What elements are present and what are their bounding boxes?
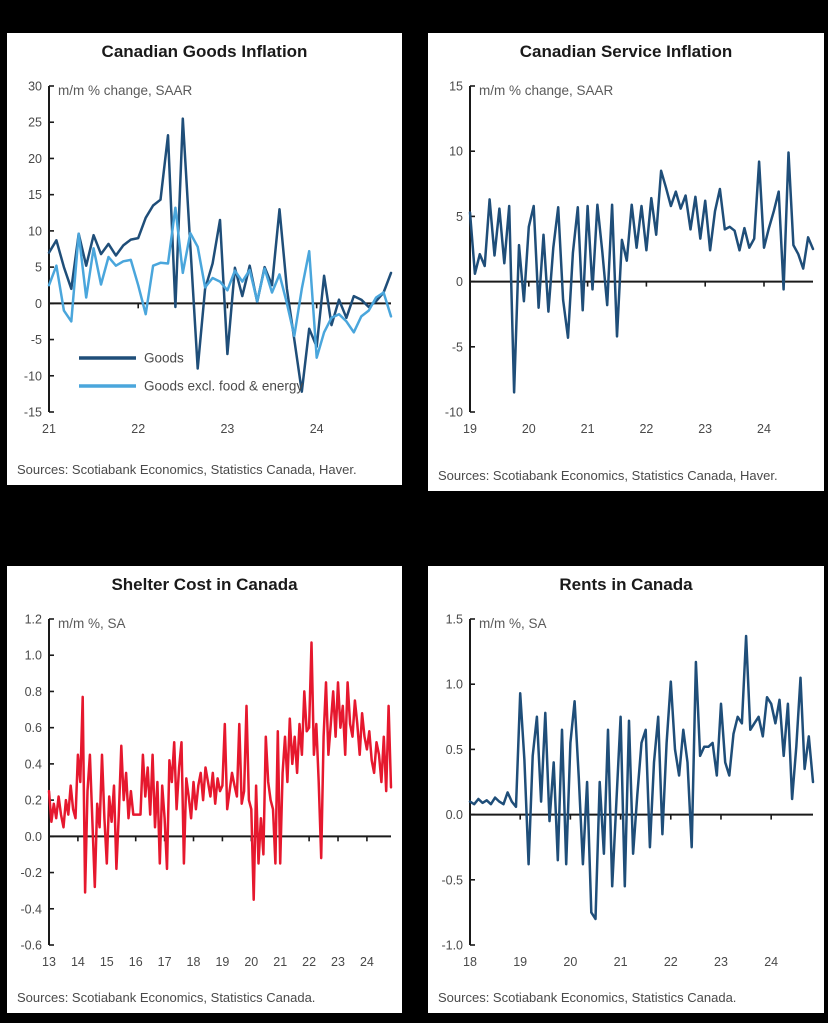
sources-note: Sources: Scotiabank Economics, Statistic… [17, 462, 357, 478]
y-tick-label: 1.0 [25, 649, 42, 663]
chart-subtitle: m/m % change, SAAR [479, 83, 614, 98]
x-tick-label: 22 [664, 955, 678, 969]
x-tick-label: 21 [42, 422, 56, 436]
y-tick-label: -5 [452, 340, 463, 354]
legend-label-1: Goods excl. food & energy [144, 379, 303, 394]
canadian-goods-inflation-chart: -15 -10 -5 0 5 10 15 20 25 30 21 22 23 24 m/m % change… [24, 80, 393, 436]
panel-canadian-service-inflation: Canadian Service Inflation -10 -5 0 5 10 15 19… [428, 33, 824, 491]
chart-subtitle: m/m %, SA [58, 616, 126, 631]
y-tick-label: 15 [28, 188, 42, 202]
y-tick-label: 0.5 [446, 743, 463, 757]
y-tick-label: -0.2 [20, 866, 42, 880]
x-tick-label: 23 [220, 422, 234, 436]
x-tick-label: 24 [310, 422, 324, 436]
x-tick-label: 21 [581, 422, 595, 436]
y-tick-label: -15 [24, 406, 42, 420]
x-tick-label: 20 [522, 422, 536, 436]
x-tick-label: 22 [131, 422, 145, 436]
y-tick-label: 0 [456, 275, 463, 289]
chart-subtitle: m/m %, SA [479, 616, 547, 631]
series-line-1 [47, 206, 393, 359]
x-tick-label: 21 [614, 955, 628, 969]
y-tick-label: 5 [456, 210, 463, 224]
x-tick-label: 17 [158, 955, 172, 969]
y-tick-label: 30 [28, 80, 42, 94]
x-tick-label: 24 [360, 955, 374, 969]
sources-note: Sources: Scotiabank Economics, Statistic… [438, 468, 778, 484]
y-tick-label: -0.6 [20, 939, 42, 953]
y-tick-label: 15 [449, 80, 463, 94]
x-tick-label: 14 [71, 955, 85, 969]
x-tick-label: 16 [129, 955, 143, 969]
y-tick-label: 1.0 [446, 678, 463, 692]
y-tick-label: -0.4 [20, 902, 42, 916]
chart-title: Shelter Cost in Canada [111, 575, 298, 594]
y-tick-label: 0.4 [25, 757, 42, 771]
x-tick-label: 23 [714, 955, 728, 969]
x-tick-label: 13 [42, 955, 56, 969]
chart-title: Canadian Service Inflation [519, 42, 733, 61]
legend-label-0: Goods [144, 351, 184, 366]
x-tick-label: 19 [215, 955, 229, 969]
y-tick-label: 1.2 [25, 613, 42, 627]
x-tick-label: 22 [302, 955, 316, 969]
rents-in-canada-chart: -1.0 -0.5 0.0 0.5 1.0 1.5 18 19 20 21 22 23 24 m/m %,… [441, 613, 815, 969]
y-tick-label: 0 [35, 297, 42, 311]
x-tick-label: 24 [757, 422, 771, 436]
sources-note: Sources: Scotiabank Economics, Statistic… [17, 990, 316, 1006]
y-tick-label: -10 [24, 369, 42, 383]
y-tick-label: 0.0 [25, 830, 42, 844]
y-tick-label: 20 [28, 152, 42, 166]
y-tick-label: 0.0 [446, 808, 463, 822]
chart-title: Rents in Canada [559, 575, 693, 594]
series-line-0 [47, 117, 393, 393]
x-tick-label: 15 [100, 955, 114, 969]
panel-rents-in-canada: Rents in Canada -1.0 -0.5 0.0 0.5 1.0 1.5 18 19… [428, 566, 824, 1013]
series-line-0 [468, 634, 815, 921]
y-tick-label: 0.6 [25, 721, 42, 735]
shelter-cost-in-canada-chart: -0.6 -0.4 -0.2 0.0 0.2 0.4 0.6 0.8 1.0 1.2 13 14 15 1… [20, 613, 393, 969]
x-tick-label: 23 [331, 955, 345, 969]
y-tick-label: -5 [31, 333, 42, 347]
series-line-0 [47, 641, 393, 901]
y-tick-label: -0.5 [441, 873, 463, 887]
x-tick-label: 20 [244, 955, 258, 969]
series-line-0 [468, 151, 815, 394]
x-tick-label: 22 [639, 422, 653, 436]
x-tick-label: 18 [463, 955, 477, 969]
y-tick-label: 5 [35, 261, 42, 275]
y-tick-label: 25 [28, 116, 42, 130]
y-tick-label: 10 [28, 224, 42, 238]
sources-note: Sources: Scotiabank Economics, Statistic… [438, 990, 737, 1006]
y-tick-label: 0.8 [25, 685, 42, 699]
panel-canadian-goods-inflation: Canadian Goods Inflation -15 -10 -5 0 5 10 15 2… [7, 33, 402, 485]
x-tick-label: 19 [463, 422, 477, 436]
y-tick-label: 1.5 [446, 613, 463, 627]
y-tick-label: 0.2 [25, 794, 42, 808]
y-tick-label: -10 [445, 406, 463, 420]
chart-subtitle: m/m % change, SAAR [58, 83, 193, 98]
panel-shelter-cost-in-canada: Shelter Cost in Canada -0.6 -0.4 -0.2 0.0 0.… [7, 566, 402, 1013]
x-tick-label: 23 [698, 422, 712, 436]
y-tick-label: -1.0 [441, 939, 463, 953]
x-tick-label: 19 [513, 955, 527, 969]
canadian-service-inflation-chart: -10 -5 0 5 10 15 19 20 21 22 23 24 m/m % change, SAA… [445, 80, 815, 436]
x-tick-label: 21 [273, 955, 287, 969]
y-tick-label: 10 [449, 145, 463, 159]
x-tick-label: 20 [563, 955, 577, 969]
x-tick-label: 18 [187, 955, 201, 969]
x-tick-label: 24 [764, 955, 778, 969]
chart-title: Canadian Goods Inflation [101, 42, 308, 61]
